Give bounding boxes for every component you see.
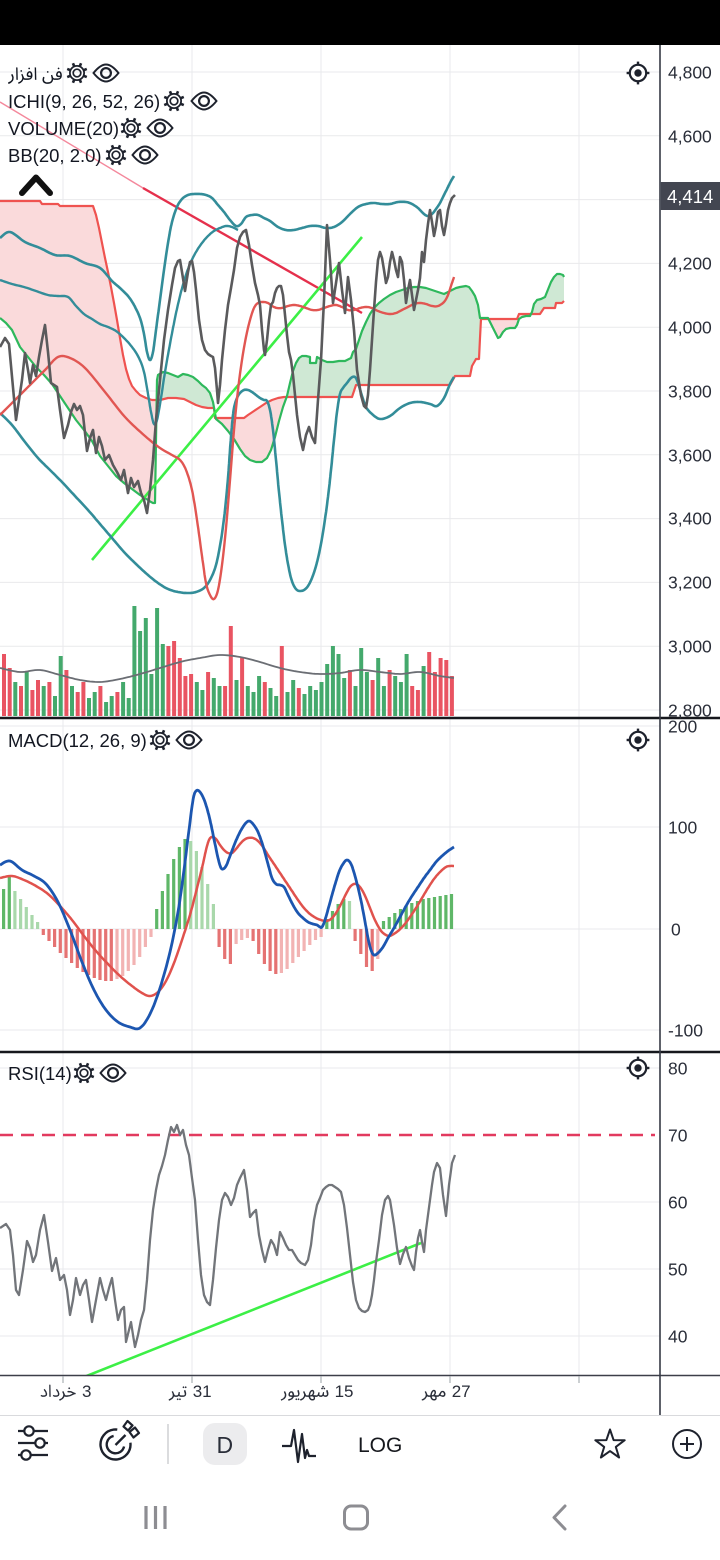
svg-text:3,400: 3,400 [668,509,712,529]
svg-text:3: 3 [82,1382,91,1401]
svg-text:3,600: 3,600 [668,446,712,466]
svg-text:3,000: 3,000 [668,637,712,657]
svg-text:31: 31 [193,1382,212,1401]
svg-text:ICHI(9, 26, 52, 26): ICHI(9, 26, 52, 26) [8,91,160,112]
svg-text:50: 50 [668,1260,688,1280]
svg-text:100: 100 [668,818,697,838]
svg-text:-100: -100 [668,1021,703,1041]
svg-text:60: 60 [668,1193,688,1213]
svg-text:4,800: 4,800 [668,63,712,83]
svg-text:4,414: 4,414 [667,186,713,207]
svg-text:4,200: 4,200 [668,254,712,274]
svg-text:0: 0 [671,920,681,940]
svg-text:LOG: LOG [358,1434,402,1457]
svg-text:200: 200 [668,717,697,737]
svg-text:80: 80 [668,1059,688,1079]
svg-text:D: D [217,1432,234,1458]
svg-text:70: 70 [668,1126,688,1146]
svg-text:15: 15 [335,1382,354,1401]
svg-text:4,600: 4,600 [668,127,712,147]
svg-text:40: 40 [668,1327,688,1347]
svg-text:4,000: 4,000 [668,318,712,338]
svg-text:VOLUME(20): VOLUME(20) [8,118,119,139]
svg-text:3,800: 3,800 [668,382,712,402]
svg-text:27: 27 [452,1382,471,1401]
svg-text:3,200: 3,200 [668,573,712,593]
svg-text:2,800: 2,800 [668,701,712,721]
svg-text:RSI(14): RSI(14) [8,1063,72,1084]
svg-text:BB(20, 2.0): BB(20, 2.0) [8,145,102,166]
svg-text:MACD(12, 26, 9): MACD(12, 26, 9) [8,730,147,751]
